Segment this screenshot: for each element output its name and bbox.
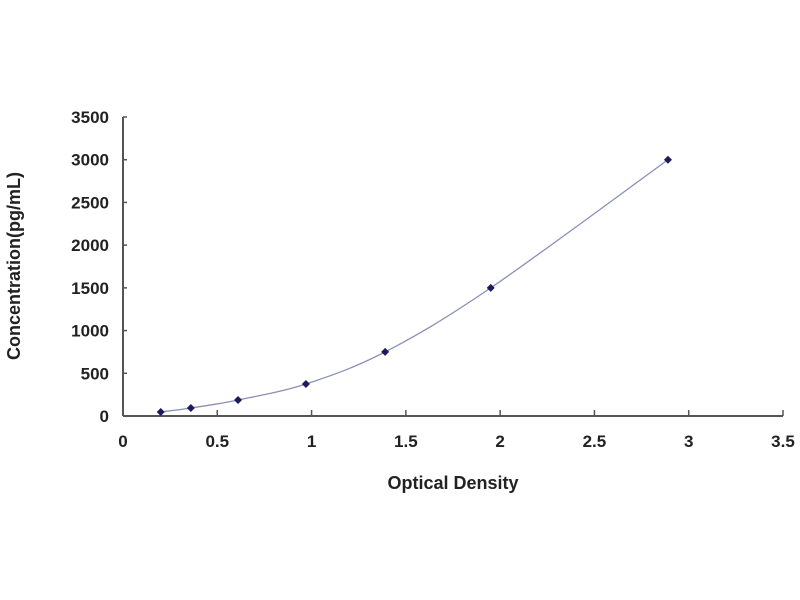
data-point bbox=[301, 379, 310, 388]
x-tick-label: 3.5 bbox=[771, 432, 795, 451]
y-tick-label: 1000 bbox=[71, 322, 109, 341]
x-axis-label: Optical Density bbox=[387, 473, 518, 493]
y-tick-label: 500 bbox=[81, 364, 109, 383]
data-point bbox=[381, 347, 390, 356]
y-tick-label: 3500 bbox=[71, 108, 109, 127]
x-tick-label: 0.5 bbox=[205, 432, 229, 451]
x-tick-labels: 0 0.5 1 1.5 2 2.5 3 3.5 bbox=[118, 432, 795, 451]
fit-curve bbox=[160, 159, 669, 413]
y-tick-label: 3000 bbox=[71, 151, 109, 170]
x-tick-label: 2.5 bbox=[583, 432, 607, 451]
data-point bbox=[186, 403, 195, 412]
y-tick-label: 2500 bbox=[71, 193, 109, 212]
y-axis-label: Concentration(pg/mL) bbox=[4, 172, 24, 360]
y-tick-label: 1500 bbox=[71, 279, 109, 298]
axes bbox=[122, 116, 784, 417]
x-tick-label: 2 bbox=[495, 432, 504, 451]
data-point bbox=[156, 407, 165, 416]
data-point bbox=[234, 395, 243, 404]
data-point bbox=[663, 155, 672, 164]
x-tick-label: 1.5 bbox=[394, 432, 418, 451]
x-tick-label: 3 bbox=[684, 432, 693, 451]
data-point bbox=[486, 283, 495, 292]
y-tick-labels: 0 500 1000 1500 2000 2500 3000 3500 bbox=[71, 108, 109, 426]
data-points bbox=[156, 155, 672, 416]
x-tick-label: 1 bbox=[307, 432, 316, 451]
y-tick-label: 0 bbox=[100, 407, 109, 426]
y-tick-label: 2000 bbox=[71, 236, 109, 255]
x-tick-label: 0 bbox=[118, 432, 127, 451]
